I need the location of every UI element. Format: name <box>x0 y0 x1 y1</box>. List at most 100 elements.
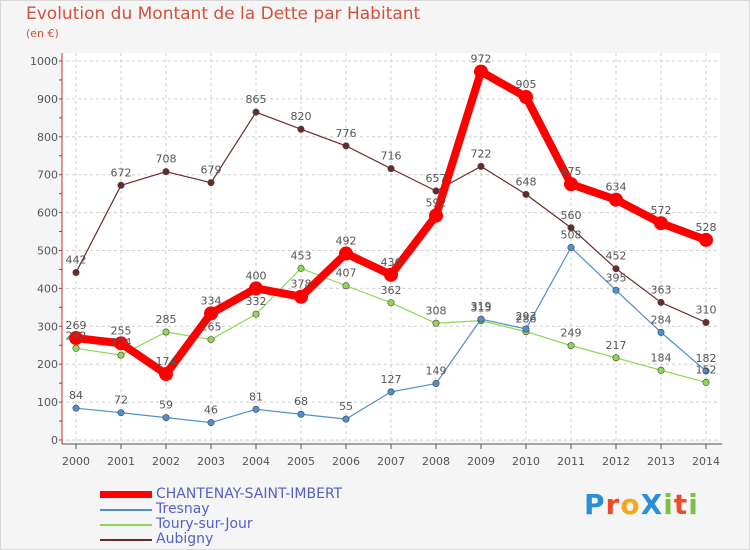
legend-swatch <box>100 491 152 498</box>
legend-swatch <box>100 524 152 526</box>
data-label: 217 <box>606 339 627 352</box>
y-tick-label: 200 <box>37 358 58 371</box>
legend-label: CHANTENAY-SAINT-IMBERT <box>156 486 343 502</box>
data-label: 149 <box>426 365 447 378</box>
data-point <box>252 108 260 116</box>
data-point <box>612 286 620 294</box>
data-point <box>72 268 80 276</box>
data-label: 648 <box>516 175 537 188</box>
x-tick-label: 2000 <box>62 455 90 468</box>
data-label: 905 <box>516 78 537 91</box>
data-label: 59 <box>159 399 173 412</box>
data-label: 182 <box>696 352 717 365</box>
data-point <box>702 378 710 386</box>
x-tick-label: 2003 <box>197 455 225 468</box>
data-point <box>609 192 623 207</box>
data-point <box>429 208 443 223</box>
data-point <box>162 328 170 336</box>
data-label: 363 <box>651 283 672 296</box>
data-point <box>522 190 530 198</box>
data-point <box>657 366 665 374</box>
data-point <box>612 354 620 362</box>
data-point <box>117 351 125 359</box>
data-label: 310 <box>696 304 717 317</box>
chart-title: Evolution du Montant de la Dette par Hab… <box>26 4 421 24</box>
data-point <box>342 142 350 150</box>
logo-letter: t <box>673 488 689 521</box>
data-point <box>117 409 125 417</box>
data-point <box>69 331 83 346</box>
data-point <box>207 336 215 344</box>
data-point <box>159 367 173 382</box>
data-point <box>162 414 170 422</box>
logo-letter: X <box>640 488 664 521</box>
data-point <box>342 282 350 290</box>
data-point <box>249 281 263 296</box>
data-point <box>477 162 485 170</box>
data-label: 395 <box>606 271 627 284</box>
data-point <box>387 299 395 307</box>
y-tick-label: 800 <box>37 131 58 144</box>
logo-letter: P <box>584 488 606 521</box>
x-tick-label: 2006 <box>332 455 360 468</box>
data-point <box>294 289 308 304</box>
data-point <box>567 224 575 232</box>
data-label: 55 <box>339 400 353 413</box>
series <box>69 64 713 427</box>
data-label: 242 <box>66 329 87 342</box>
data-point <box>117 181 125 189</box>
x-tick-label: 2002 <box>152 455 180 468</box>
data-label: 285 <box>156 313 177 326</box>
data-label: 442 <box>66 253 87 266</box>
axes: 0 100 200 300 400 500 600 700 800 900 1000 2000 2001… <box>30 53 722 468</box>
x-tick-label: 2004 <box>242 455 270 468</box>
data-point <box>72 404 80 412</box>
data-point <box>114 336 128 351</box>
data-labels: 269 255 174 334 400 378 492 436 592 972 905 675 634 5… <box>66 53 717 417</box>
data-label: 672 <box>111 166 132 179</box>
data-label: 308 <box>426 304 447 317</box>
x-tick-label: 2007 <box>377 455 405 468</box>
data-label: 776 <box>336 127 357 140</box>
y-tick-label: 400 <box>37 282 58 295</box>
data-label: 657 <box>426 172 447 185</box>
x-tick-label: 2001 <box>107 455 135 468</box>
data-label: 68 <box>294 395 308 408</box>
x-tick-label: 2009 <box>467 455 495 468</box>
legend-swatch <box>100 539 152 541</box>
x-tick-label: 2010 <box>512 455 540 468</box>
data-point <box>297 125 305 133</box>
data-point <box>522 325 530 333</box>
logo-letter: r <box>605 488 621 521</box>
data-label: 152 <box>696 363 717 376</box>
y-tick-label: 500 <box>37 245 58 258</box>
legend-label: Toury-sur-Jour <box>156 516 253 532</box>
data-label: 407 <box>336 267 357 280</box>
data-point <box>699 232 713 247</box>
legend-label: Tresnay <box>156 501 210 517</box>
data-label: 362 <box>381 284 402 297</box>
data-label: 286 <box>516 313 537 326</box>
data-label: 315 <box>471 302 492 315</box>
data-label: 716 <box>381 150 402 163</box>
data-point <box>432 187 440 195</box>
y-tick-label: 100 <box>37 396 58 409</box>
legend-item: Tresnay <box>100 501 500 517</box>
data-label: 249 <box>561 327 582 340</box>
data-label: 560 <box>561 209 582 222</box>
data-label: 284 <box>651 313 672 326</box>
data-point <box>252 310 260 318</box>
data-point <box>519 90 533 105</box>
data-label: 572 <box>651 204 672 217</box>
data-label: 679 <box>201 164 222 177</box>
data-point <box>252 405 260 413</box>
data-label: 84 <box>69 389 83 402</box>
data-label: 453 <box>291 249 312 262</box>
data-label: 332 <box>246 295 267 308</box>
data-label: 46 <box>204 404 218 417</box>
data-point <box>702 319 710 327</box>
data-label: 820 <box>291 110 312 123</box>
data-label: 722 <box>471 147 492 160</box>
data-point <box>162 168 170 176</box>
